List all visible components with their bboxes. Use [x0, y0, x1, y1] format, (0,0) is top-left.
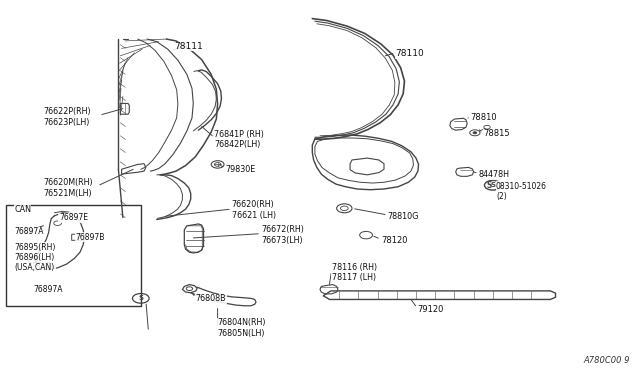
- Text: 76897A: 76897A: [14, 227, 44, 236]
- Text: S: S: [486, 181, 492, 190]
- Text: 76672(RH)
76673(LH): 76672(RH) 76673(LH): [261, 225, 304, 245]
- Text: 76804N(RH)
76805N(LH): 76804N(RH) 76805N(LH): [218, 318, 266, 338]
- Text: 76897E: 76897E: [59, 213, 88, 222]
- Text: 76897A: 76897A: [33, 285, 63, 294]
- Text: S: S: [490, 182, 495, 188]
- Text: 76808B: 76808B: [196, 294, 227, 303]
- Text: A780C00 9: A780C00 9: [584, 356, 630, 365]
- Text: S: S: [138, 295, 143, 301]
- Text: 78116 (RH)
78117 (LH): 78116 (RH) 78117 (LH): [332, 263, 377, 282]
- Text: 79120: 79120: [417, 305, 444, 314]
- Text: 76622P(RH)
76623P(LH): 76622P(RH) 76623P(LH): [44, 108, 91, 127]
- Text: 78810G: 78810G: [388, 212, 419, 221]
- Text: 78110: 78110: [396, 49, 424, 58]
- Text: 08310-51026
(2): 08310-51026 (2): [496, 182, 547, 201]
- Bar: [6, 205, 141, 306]
- Text: 78111: 78111: [175, 42, 203, 51]
- Text: 76897B: 76897B: [76, 233, 105, 242]
- Text: 76895(RH)
76896(LH)
(USA,CAN): 76895(RH) 76896(LH) (USA,CAN): [14, 243, 56, 272]
- Text: 84478H: 84478H: [479, 170, 509, 179]
- Text: 78810: 78810: [470, 113, 497, 122]
- Text: 78120: 78120: [381, 236, 407, 245]
- Circle shape: [473, 132, 477, 134]
- Text: 76620(RH)
76621 (LH): 76620(RH) 76621 (LH): [232, 201, 276, 220]
- Text: CAN: CAN: [14, 205, 31, 214]
- Text: 76620M(RH)
76521M(LH): 76620M(RH) 76521M(LH): [44, 178, 93, 198]
- Text: 78815: 78815: [483, 129, 510, 138]
- Text: 79830E: 79830E: [225, 165, 255, 174]
- Text: 76841P (RH)
76842P(LH): 76841P (RH) 76842P(LH): [214, 130, 264, 149]
